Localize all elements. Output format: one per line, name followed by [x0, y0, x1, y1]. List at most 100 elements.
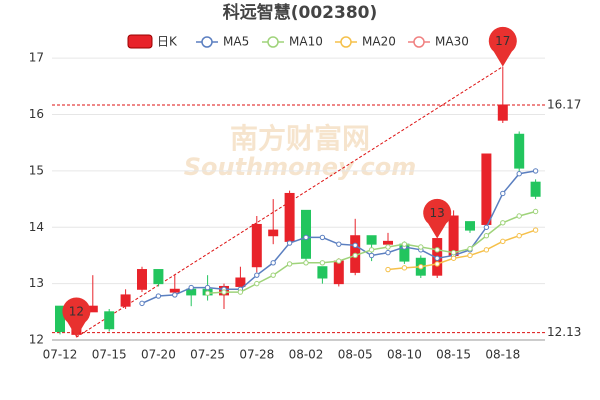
candle-body: [301, 209, 311, 259]
ma-point: [155, 293, 162, 299]
y-tick-label: 12: [29, 333, 44, 347]
legend-marker: [201, 36, 213, 48]
ma-point: [467, 252, 473, 259]
legend-marker: [340, 36, 352, 48]
pin: [62, 297, 91, 338]
ma-point: [254, 280, 260, 287]
ma-point: [401, 241, 408, 247]
candle-body: [235, 277, 246, 287]
ma-point: [385, 266, 391, 273]
candle-body: [514, 133, 525, 169]
ma-point: [286, 261, 293, 267]
pin: [423, 198, 452, 239]
candle-body: [317, 266, 328, 279]
pin: [488, 26, 517, 67]
ma-point: [483, 224, 490, 230]
candle-body: [137, 269, 147, 290]
legend-label: MA10: [289, 35, 323, 49]
ma-point: [450, 249, 457, 256]
candle-body: [268, 229, 279, 237]
x-tick-label: 08-05: [338, 348, 373, 362]
candle-body: [251, 223, 262, 268]
reference-label: 12.13: [547, 325, 581, 339]
ma-point: [352, 252, 358, 259]
ma-point: [319, 234, 326, 241]
ma-point: [500, 220, 506, 226]
x-tick-label: 07-28: [239, 348, 274, 362]
ma-point: [237, 289, 244, 295]
watermark: 南方财富网: [230, 122, 370, 155]
ma-point: [516, 171, 522, 177]
ma-point: [434, 261, 440, 267]
ma-point: [172, 292, 178, 298]
candle-body: [383, 240, 393, 245]
ma-point: [204, 290, 211, 296]
ma-point: [385, 249, 391, 256]
candle-body: [284, 192, 295, 242]
x-tick-label: 08-18: [485, 348, 520, 362]
legend-label: MA20: [362, 35, 396, 49]
candle-body: [497, 104, 508, 121]
x-tick-label: 07-25: [190, 348, 225, 362]
candle-body: [55, 305, 65, 333]
candle-body: [104, 311, 115, 330]
ma-point: [532, 208, 539, 215]
ma-point: [483, 247, 490, 253]
ma-point: [319, 260, 326, 266]
x-tick-label: 08-02: [289, 348, 324, 362]
ma-point: [532, 227, 539, 233]
watermark: Southmoney.com: [184, 153, 417, 181]
ma-point: [188, 284, 194, 291]
ma-point: [467, 245, 473, 252]
ma-point: [401, 265, 408, 271]
ma-point: [368, 252, 375, 259]
reference-label: 16.17: [547, 97, 581, 111]
ma-point: [500, 238, 506, 245]
ma-point: [434, 255, 440, 261]
ma-point: [418, 244, 424, 250]
x-tick-label: 07-20: [141, 348, 176, 362]
ma-point: [303, 260, 309, 266]
ma-line: [387, 229, 536, 271]
ma-point: [532, 168, 539, 174]
pin-label: 13: [430, 206, 445, 220]
x-tick-label: 08-15: [436, 348, 471, 362]
legend-swatch: [127, 34, 153, 49]
candle-body: [153, 269, 164, 285]
ma-point: [139, 300, 145, 307]
y-tick-label: 13: [29, 276, 44, 290]
legend-label: 日K: [157, 35, 178, 49]
chart-title: 科远智慧(002380): [223, 2, 378, 23]
ma-point: [352, 242, 358, 249]
ma-point: [500, 190, 506, 197]
x-tick-label: 07-15: [92, 348, 127, 362]
ma-point: [483, 233, 490, 239]
legend-label: MA30: [435, 35, 469, 49]
y-tick-label: 14: [29, 220, 44, 234]
legend-marker: [413, 36, 425, 48]
ma-point: [368, 247, 375, 253]
ma-point: [270, 272, 276, 278]
ma-point: [385, 244, 391, 250]
ma-point: [418, 264, 424, 270]
y-tick-label: 16: [29, 107, 44, 121]
candle-body: [481, 153, 492, 225]
ma-point: [286, 240, 293, 246]
y-tick-label: 15: [29, 163, 44, 177]
x-tick-label: 08-10: [387, 348, 422, 362]
legend-marker: [267, 36, 279, 48]
ma-point: [270, 260, 276, 266]
ma-point: [254, 272, 260, 278]
candle-body: [465, 221, 475, 231]
candle-body: [530, 181, 541, 197]
ma-point: [450, 255, 457, 261]
candle-body: [366, 235, 377, 245]
pin-label: 17: [495, 34, 510, 48]
ma-point: [336, 258, 342, 264]
ma-point: [516, 213, 522, 219]
ma-point: [221, 289, 227, 295]
y-tick-label: 17: [29, 51, 44, 65]
ma-point: [303, 234, 309, 241]
candle-body: [120, 294, 131, 307]
